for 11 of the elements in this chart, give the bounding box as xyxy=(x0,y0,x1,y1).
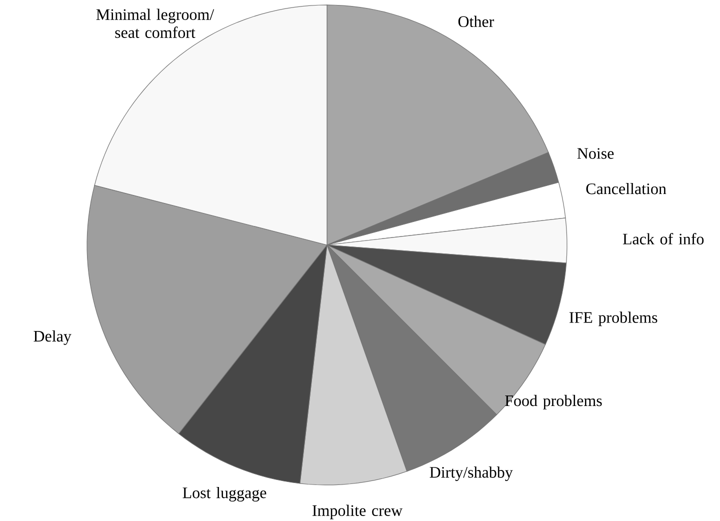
slice-label: Lack of info xyxy=(622,233,704,244)
slice-label: Cancellation xyxy=(586,182,666,194)
slice-label: Dirty/shabby xyxy=(430,466,513,482)
slice-label: Food problems xyxy=(505,394,602,410)
slice-label: Delay xyxy=(34,330,72,345)
slice-label: Other xyxy=(458,16,494,28)
slice-label: IFE problems xyxy=(569,312,658,326)
slice-label: Lost luggage xyxy=(182,486,266,502)
slice-label: Minimal legroom/ seat comfort xyxy=(96,8,214,38)
slice-label: Impolite crew xyxy=(312,504,403,520)
slice-label: Noise xyxy=(577,148,614,159)
